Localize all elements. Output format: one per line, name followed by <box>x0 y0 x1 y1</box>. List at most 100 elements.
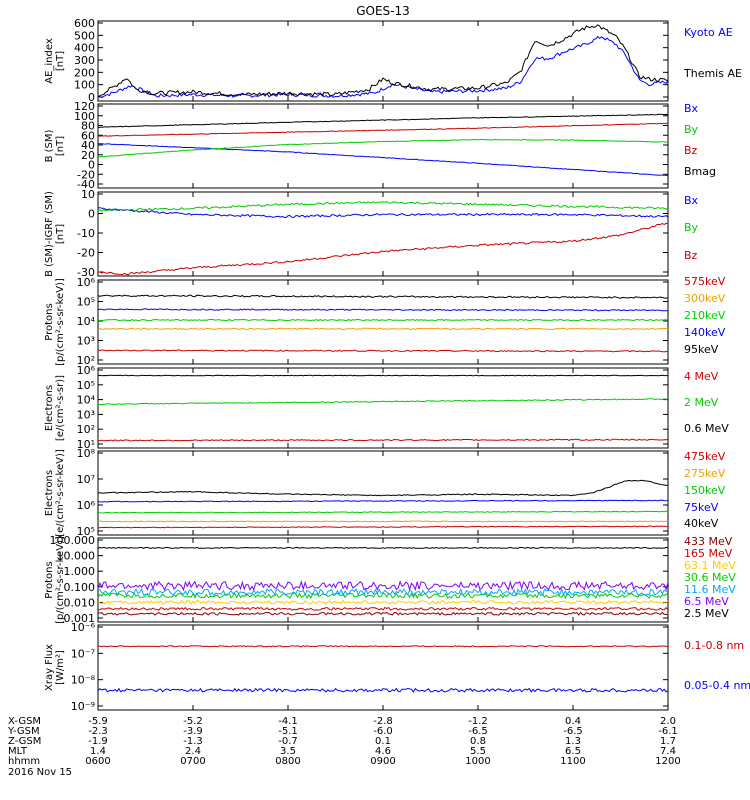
legend-item: 75keV <box>684 501 719 514</box>
y-tick-label: 10⁶ <box>77 499 96 512</box>
legend-item: By <box>684 221 699 234</box>
x-tick-label: -3.9 <box>183 726 203 737</box>
y-axis-label: Xray Flux <box>44 644 55 691</box>
y-tick-label: 10² <box>77 423 95 436</box>
y-axis-label: [nT] <box>55 224 66 244</box>
series-line <box>97 438 669 442</box>
series-line <box>97 308 669 312</box>
x-tick-label: 1.7 <box>660 736 676 747</box>
y-axis-label: Protons <box>44 303 55 340</box>
series-line <box>97 510 669 514</box>
x-tick-label: -6.5 <box>563 726 583 737</box>
legend-item: 63.1 MeV <box>684 559 736 572</box>
series-line <box>97 294 669 299</box>
legend-item: 575keV <box>684 275 726 288</box>
legend-item: Bz <box>684 249 698 262</box>
y-axis-label: Electrons <box>44 470 55 516</box>
y-axis-label: B (SM)-IGRF (SM) <box>44 191 55 277</box>
x-tick-label: 6.5 <box>565 746 581 757</box>
legend-item: 6.5 MeV <box>684 595 729 608</box>
x-row-label: hhmm <box>8 756 40 767</box>
legend-item: 95keV <box>684 343 719 356</box>
y-tick-label: 0.100 <box>64 581 96 594</box>
series-line <box>97 525 669 529</box>
y-tick-label: 400 <box>74 42 95 55</box>
y-tick-label: 500 <box>74 29 95 42</box>
x-tick-label: -6.1 <box>658 726 678 737</box>
x-tick-label: -1.2 <box>468 716 488 727</box>
legend-item: Bz <box>684 144 698 157</box>
x-row-label: Z-GSM <box>8 736 41 747</box>
x-tick-label: -4.1 <box>278 716 298 727</box>
legend-item: 165 MeV <box>684 547 733 560</box>
y-tick-label: 10⁶ <box>77 364 96 377</box>
x-tick-label: -6.0 <box>373 726 393 737</box>
x-tick-label: -2.3 <box>88 726 108 737</box>
x-tick-label: 5.5 <box>470 746 486 757</box>
y-tick-label: 1.000 <box>64 565 96 578</box>
y-tick-label: -20 <box>77 168 95 181</box>
y-tick-label: 60 <box>81 129 95 142</box>
y-tick-label: 10.000 <box>57 550 96 563</box>
x-row-label: MLT <box>8 746 28 757</box>
y-tick-label: 10⁴ <box>77 394 96 407</box>
legend-item: Bx <box>684 102 699 115</box>
series-line <box>97 587 669 598</box>
y-tick-label: -20 <box>77 247 95 260</box>
y-tick-label: 10⁷ <box>77 473 95 486</box>
chart-title: GOES-13 <box>356 4 410 18</box>
x-tick-label: 0600 <box>85 756 110 767</box>
legend-item: Kyoto AE <box>684 26 733 39</box>
legend-item: 300keV <box>684 292 726 305</box>
y-tick-label: 10⁵ <box>77 525 95 538</box>
legend-item: 475keV <box>684 450 726 463</box>
x-tick-label: -1.9 <box>88 736 108 747</box>
series-line <box>97 207 669 219</box>
y-axis-label: Protons <box>44 561 55 598</box>
y-tick-label: 10⁸ <box>77 447 96 460</box>
y-tick-label: 300 <box>74 54 95 67</box>
y-tick-label: -40 <box>77 178 95 191</box>
x-tick-label: -5.9 <box>88 716 108 727</box>
series-line <box>97 579 669 592</box>
legend-item: 11.6 MeV <box>684 583 736 596</box>
y-tick-label: 10⁵ <box>77 379 95 392</box>
y-axis-label: [W/m²] <box>55 650 66 685</box>
y-tick-label: 10⁶ <box>77 276 96 289</box>
series-line <box>97 606 669 611</box>
y-tick-label: 0 <box>88 208 95 221</box>
x-row-label: X-GSM <box>8 716 41 727</box>
y-tick-label: 200 <box>74 66 95 79</box>
legend-item: 0.05-0.4 nm <box>684 679 750 692</box>
legend-item: 0.6 MeV <box>684 422 729 435</box>
x-tick-label: -2.8 <box>373 716 393 727</box>
y-axis-label: B (SM) <box>44 129 55 162</box>
x-tick-label: 1100 <box>560 756 585 767</box>
series-line <box>97 35 669 99</box>
y-tick-label: 0 <box>88 159 95 172</box>
x-tick-label: -5.2 <box>183 716 203 727</box>
y-tick-label: 80 <box>81 120 95 133</box>
series-line <box>97 599 669 605</box>
y-axis-label: Electrons <box>44 385 55 431</box>
panel-frame <box>97 20 669 102</box>
x-tick-label: 0.4 <box>565 716 581 727</box>
x-tick-label: 4.6 <box>375 746 391 757</box>
legend-item: Bx <box>684 194 699 207</box>
x-tick-label: 7.4 <box>660 746 676 757</box>
y-tick-label: 20 <box>81 149 95 162</box>
x-tick-label: 0.8 <box>470 736 486 747</box>
y-axis-label: AE_index <box>44 38 55 84</box>
series-line <box>97 222 669 276</box>
series-line <box>97 546 669 549</box>
y-tick-label: 10⁻⁸ <box>71 674 96 687</box>
x-tick-label: 2.4 <box>185 746 201 757</box>
x-tick-label: 1.4 <box>90 746 106 757</box>
x-row-label: Y-GSM <box>7 726 40 737</box>
x-tick-label: 2.0 <box>660 716 676 727</box>
legend-item: 0.1-0.8 nm <box>684 639 744 652</box>
y-axis-label: [p/(cm²-s-sr-keV)] <box>55 536 66 624</box>
series-line <box>97 645 669 648</box>
date-label: 2016 Nov 15 <box>8 767 72 778</box>
legend-item: By <box>684 123 699 136</box>
